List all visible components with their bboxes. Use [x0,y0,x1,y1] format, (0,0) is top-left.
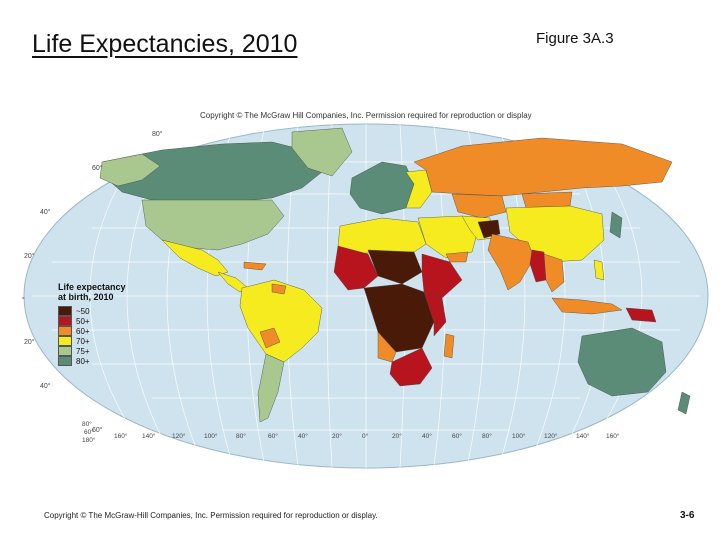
region-bolivia [259,327,281,349]
lat-label: 20° [24,338,35,346]
legend-item: 80+ [58,356,126,366]
corner-label: 180° [82,436,96,444]
region-south-america-north [239,279,323,363]
region-caribbean [243,261,267,271]
legend-title-line2: at birth, 2010 [58,292,114,302]
region-china [505,205,605,263]
lon-label: 40° [298,432,308,440]
region-alaska [99,153,161,187]
region-new-zealand [677,391,691,415]
region-myanmar [529,249,547,283]
lat-label: 60° [92,426,103,434]
legend-swatch [58,346,72,356]
map-legend: Life expectancy at birth, 2010 ~50 50+ 60+… [58,282,126,366]
lon-label: 100° [204,432,218,440]
slide-number: 3-6 [680,510,695,521]
legend-label: 75+ [76,346,90,356]
corner-label: 60° [84,428,94,436]
region-afghanistan [477,219,501,239]
lon-label: 100° [512,432,526,440]
region-australia [577,327,667,397]
legend-item: 70+ [58,336,126,346]
region-southeast-asia [543,253,565,293]
legend-swatch [58,306,72,316]
lat-label: 40° [40,382,51,390]
region-mongolia [521,191,573,209]
legend-items: ~50 50+ 60+ 70+ 75+ 80+ [58,306,126,366]
lon-label: 120° [544,432,558,440]
footer-copyright: Copyright © The McGraw-Hill Companies, I… [44,511,378,520]
region-southern-africa [389,347,433,387]
slide-title: Life Expectancies, 2010 [32,30,298,58]
lon-label: 60° [452,432,462,440]
legend-swatch [58,326,72,336]
region-kazakhstan [451,193,507,219]
legend-title-line1: Life expectancy [58,282,126,292]
lon-label: 80° [236,432,246,440]
lat-label: 0° [22,296,25,304]
lon-label: 60° [268,432,278,440]
map-copyright: Copyright © The McGraw Hill Companies, I… [200,111,532,120]
legend-item: 60+ [58,326,126,336]
region-japan-korea [609,211,623,239]
corner-labels: 80° 60° 180° [82,420,96,444]
corner-label: 80° [82,420,92,428]
lon-label: 20° [332,432,342,440]
lon-label: 160° [114,432,128,440]
legend-label: 70+ [76,336,90,346]
legend-label: ~50 [76,306,90,316]
region-yemen [445,251,469,263]
lon-label: 40° [422,432,432,440]
legend-swatch [58,336,72,346]
region-east-africa [423,291,447,337]
legend-label: 60+ [76,326,90,336]
legend-item: ~50 [58,306,126,316]
world-map-svg: 80° 60° 40° 20° 0° 20° 40° 60° 160° 140°… [18,123,709,469]
lon-label: 120° [172,432,186,440]
legend-swatch [58,316,72,326]
region-philippines [593,259,605,281]
region-papua-new-guinea [625,307,657,323]
lon-label: 80° [482,432,492,440]
legend-item: 75+ [58,346,126,356]
lat-label: 60° [92,164,103,172]
legend-swatch [58,356,72,366]
region-canada [101,141,323,203]
lon-label: 20° [392,432,402,440]
legend-label: 80+ [76,356,90,366]
region-sahel [367,249,423,285]
world-map: 80° 60° 40° 20° 0° 20° 40° 60° 160° 140°… [18,122,710,470]
legend-label: 50+ [76,316,90,326]
lat-label: 20° [24,252,35,260]
region-southern-cone [257,353,285,423]
lat-label: 40° [40,208,51,216]
region-greenland [291,127,353,177]
figure-label: Figure 3A.3 [536,30,614,47]
longitude-labels: 160° 140° 120° 100° 80° 60° 40° 20° 0° 2… [114,432,620,440]
lon-label: 160° [606,432,620,440]
region-guyana [271,283,287,295]
lon-label: 0° [362,432,369,440]
lat-label: 80° [152,130,163,138]
region-russia [413,137,673,197]
region-madagascar [443,333,455,359]
legend-item: 50+ [58,316,126,326]
region-usa [141,199,285,251]
lon-label: 140° [142,432,156,440]
lon-label: 140° [576,432,590,440]
latitude-labels: 80° 60° 40° 20° 0° 20° 40° 60° [18,130,163,434]
region-india [487,233,535,291]
region-indonesia [551,297,623,315]
